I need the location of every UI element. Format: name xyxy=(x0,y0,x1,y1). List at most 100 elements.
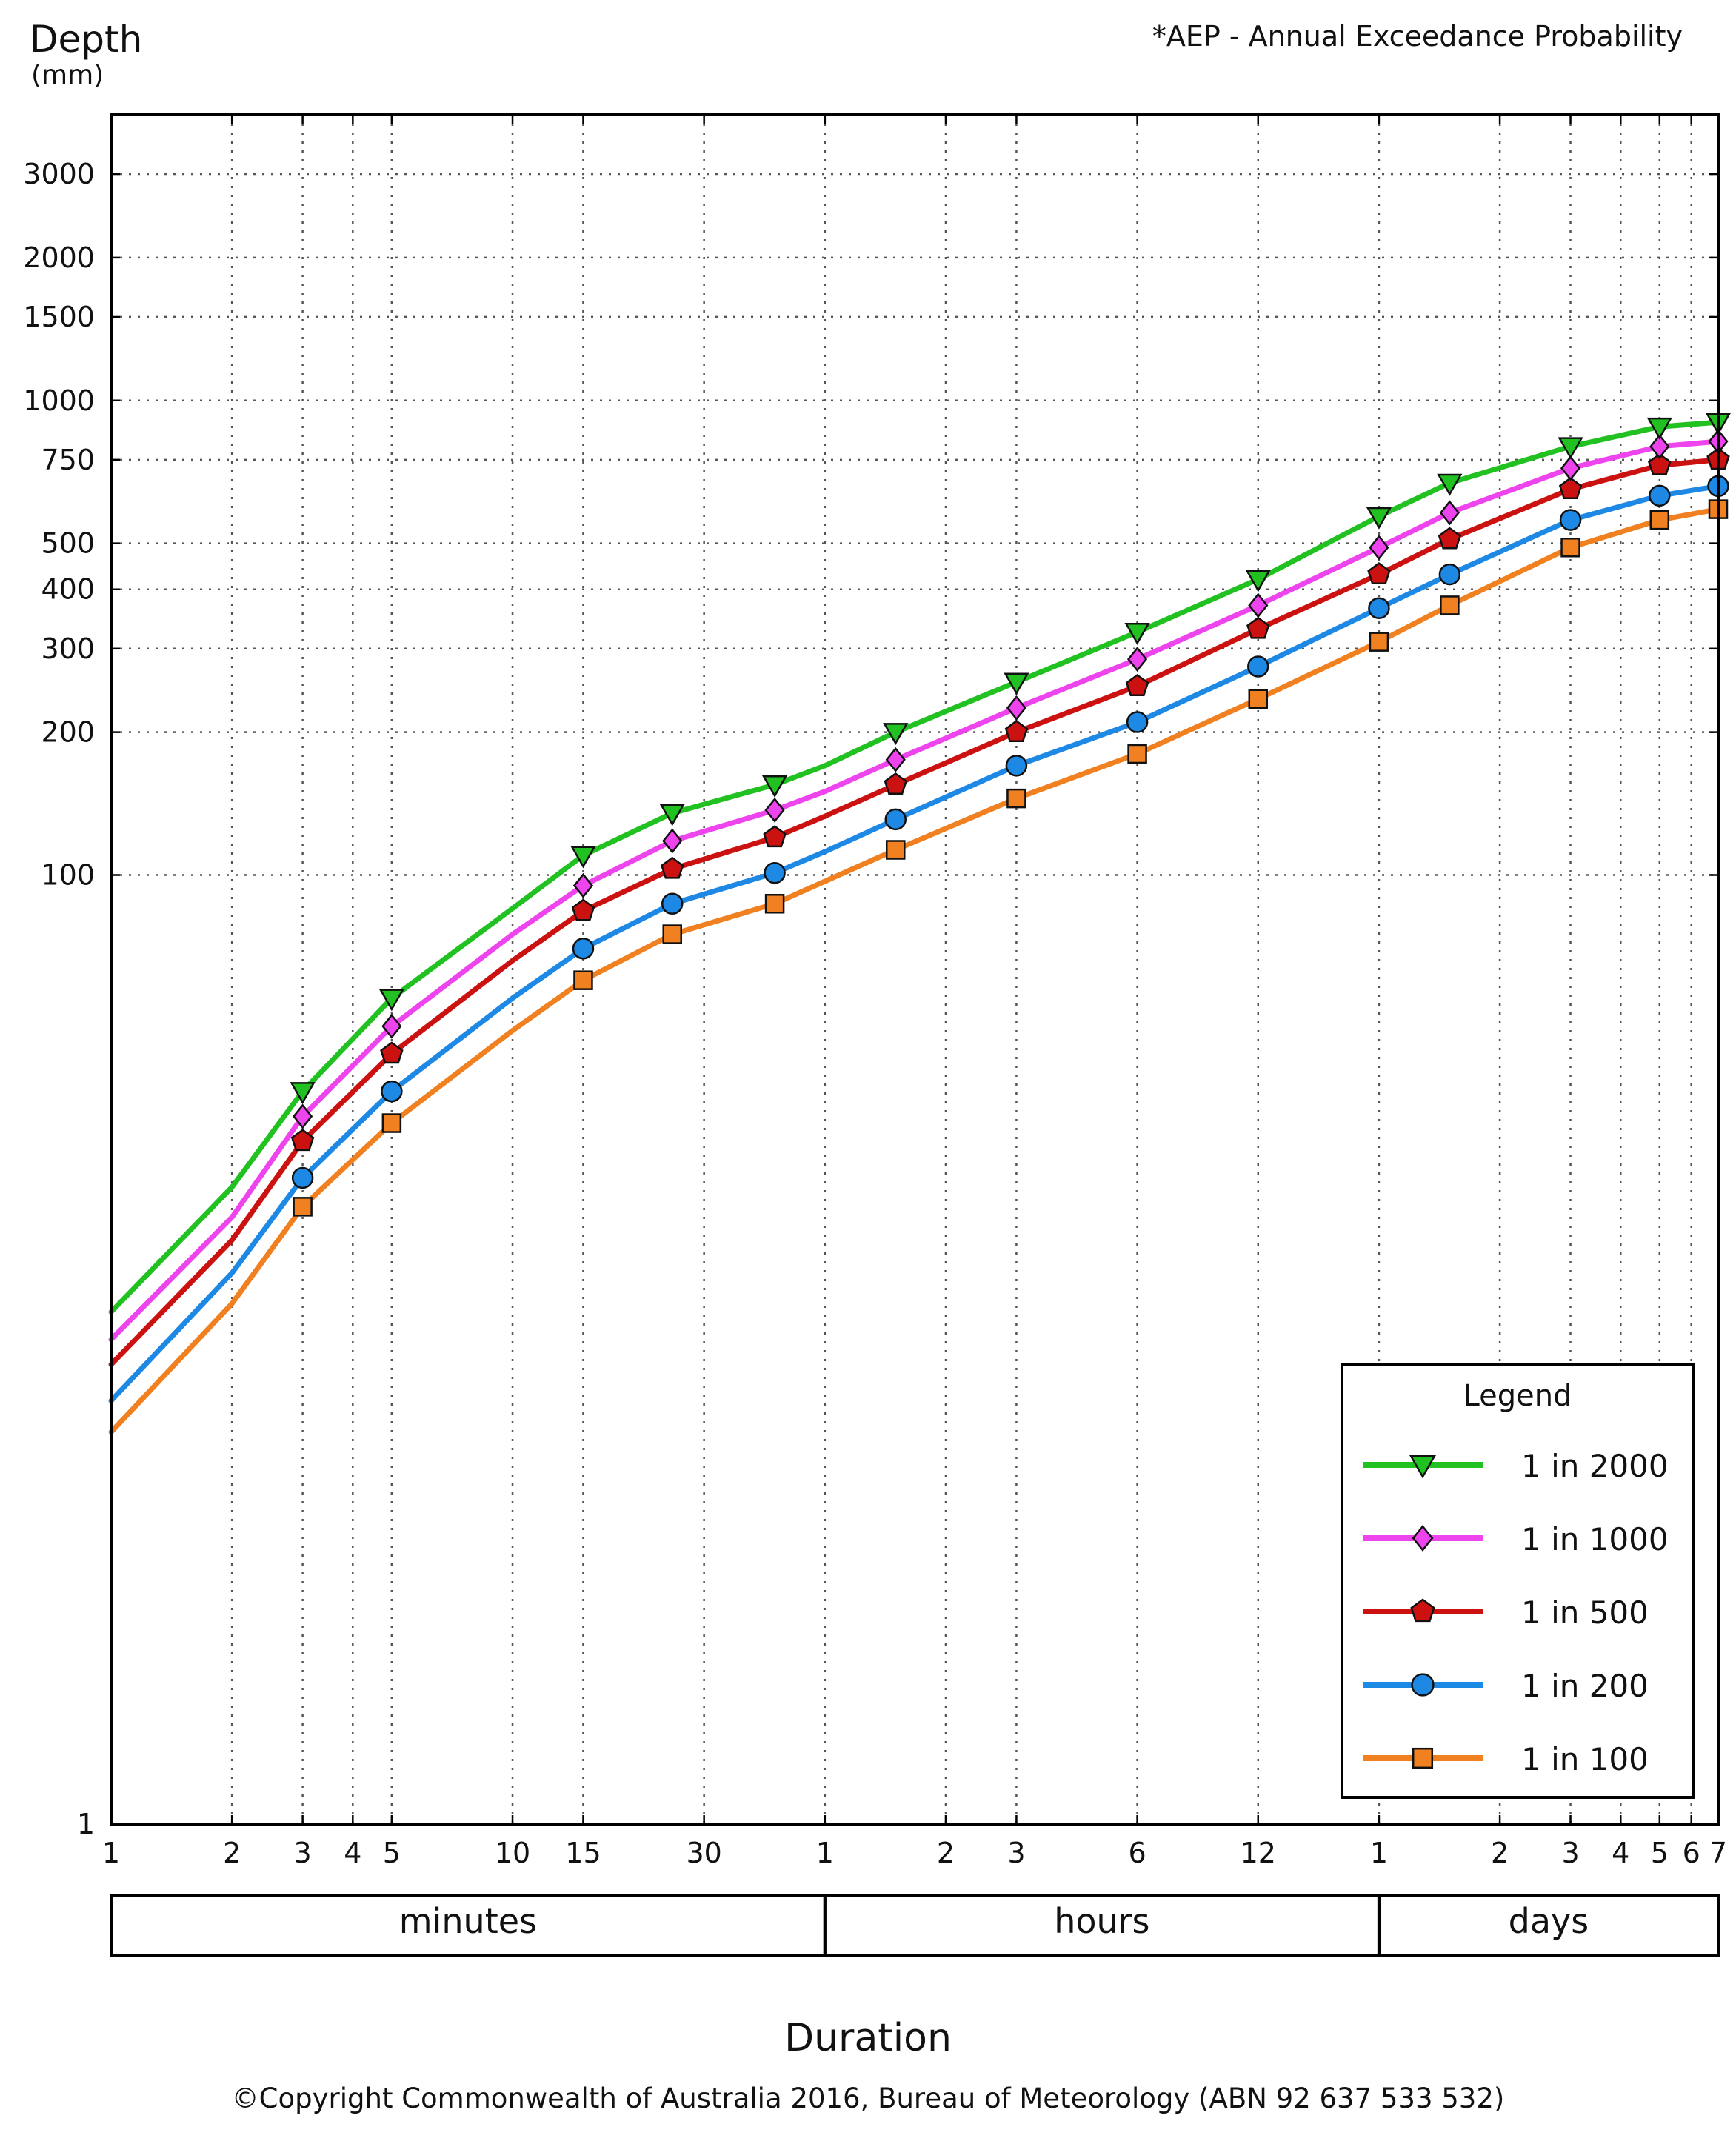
data-point xyxy=(885,747,906,772)
data-point xyxy=(293,1197,313,1217)
data-point xyxy=(884,808,907,831)
data-point xyxy=(1245,570,1271,592)
data-point xyxy=(380,1041,404,1064)
data-point xyxy=(1368,597,1390,619)
data-point xyxy=(662,828,683,854)
legend-label: 1 in 1000 xyxy=(1521,1521,1669,1557)
data-point xyxy=(659,804,685,826)
data-point xyxy=(1646,417,1672,440)
legend-title: Legend xyxy=(1463,1379,1572,1413)
grid-lines xyxy=(111,115,1718,1824)
data-point xyxy=(884,772,907,795)
data-point xyxy=(764,894,785,914)
x-tick-label: 7 xyxy=(1709,1837,1727,1869)
data-point xyxy=(1439,500,1460,526)
data-point xyxy=(290,1129,315,1152)
data-point xyxy=(1247,655,1269,678)
data-point xyxy=(1004,720,1029,743)
data-point xyxy=(1124,623,1150,646)
data-point xyxy=(661,856,684,879)
data-point xyxy=(764,861,786,884)
data-point xyxy=(1005,755,1028,777)
data-point xyxy=(572,872,594,898)
series-line-1-in-1000 xyxy=(108,438,1721,1343)
legend-label: 1 in 2000 xyxy=(1521,1448,1669,1484)
x-axis-title: Duration xyxy=(784,2016,952,2060)
series-line-1-in-100 xyxy=(108,507,1721,1435)
data-point xyxy=(1367,562,1391,585)
legend-swatch-marker xyxy=(1409,1455,1437,1479)
x-tick-label: 4 xyxy=(1612,1837,1629,1869)
data-point xyxy=(290,1082,316,1105)
data-point xyxy=(1006,695,1027,721)
x-tick-label: 2 xyxy=(1491,1837,1509,1869)
legend-swatch-marker xyxy=(1412,1524,1434,1552)
x-tick-label: 15 xyxy=(565,1837,601,1869)
legend-entry: 1 in 100 xyxy=(1363,1741,1649,1777)
y-tick-label: 2000 xyxy=(23,241,95,274)
data-point xyxy=(381,1013,402,1039)
legend-entry: 1 in 1000 xyxy=(1363,1521,1669,1557)
series-line-1-in-2000 xyxy=(108,419,1721,1315)
data-point xyxy=(381,1080,403,1103)
data-point xyxy=(1559,509,1582,531)
data-point xyxy=(1125,673,1149,696)
y-tick-label: 750 xyxy=(41,444,95,476)
data-point xyxy=(761,775,788,798)
x-tick-label: 5 xyxy=(383,1837,401,1869)
data-point xyxy=(293,1103,313,1129)
data-point xyxy=(381,1113,402,1133)
x-tick-label: 4 xyxy=(344,1837,361,1869)
data-point xyxy=(1648,452,1672,475)
data-point xyxy=(572,938,595,960)
data-point xyxy=(1246,616,1270,639)
data-point xyxy=(1438,527,1462,550)
duration-band-days xyxy=(1377,1894,1720,1957)
data-point xyxy=(1649,484,1671,507)
x-tick-label: 2 xyxy=(223,1837,241,1869)
data-point xyxy=(1369,535,1389,561)
aep-note: *AEP - Annual Exceedance Probability xyxy=(1152,20,1683,53)
data-point xyxy=(1366,507,1392,530)
legend-entry: 1 in 200 xyxy=(1363,1668,1649,1704)
legend-box xyxy=(1341,1363,1695,1799)
legend: Legend 1 in 2000 1 in 1000 1 in 500 1 in 200… xyxy=(1341,1363,1695,1799)
data-point xyxy=(571,898,595,921)
data-point xyxy=(1004,672,1029,695)
x-tick-label: 6 xyxy=(1129,1837,1146,1869)
series-line-1-in-500 xyxy=(108,457,1721,1367)
x-tick-label: 12 xyxy=(1241,1837,1276,1869)
legend-swatch-marker xyxy=(1412,1747,1434,1769)
data-point xyxy=(764,797,785,823)
y-tick-label: 100 xyxy=(41,859,95,892)
data-point xyxy=(1126,647,1148,672)
data-point xyxy=(573,970,593,990)
y-axis-ticks: 1 100 200 300 400 500 750 1000 1500 2000 3000 xyxy=(23,158,1718,1840)
legend-label: 1 in 200 xyxy=(1521,1668,1649,1704)
copyright-text: ©Copyright Commonwealth of Australia 201… xyxy=(231,2083,1505,2114)
x-tick-label: 3 xyxy=(1561,1837,1579,1869)
y-tick-label: 1500 xyxy=(23,301,95,333)
data-point xyxy=(1437,473,1463,496)
series-line-1-in-200 xyxy=(108,483,1721,1403)
legend-entry: 1 in 2000 xyxy=(1363,1448,1669,1484)
data-point xyxy=(1649,433,1670,459)
data-point xyxy=(1440,595,1460,615)
data-point xyxy=(1369,632,1389,652)
data-point xyxy=(570,846,596,869)
series-1-in-500 xyxy=(108,447,1730,1367)
data-point xyxy=(1558,437,1583,460)
series-lines xyxy=(108,413,1732,1435)
x-tick-label: 1 xyxy=(1370,1837,1388,1869)
series-1-in-1000 xyxy=(108,428,1729,1343)
data-point xyxy=(1126,711,1149,733)
x-tick-label: 10 xyxy=(495,1837,530,1869)
x-tick-label: 2 xyxy=(937,1837,955,1869)
data-point xyxy=(1558,477,1583,500)
series-1-in-100 xyxy=(108,499,1729,1435)
duration-band-label: days xyxy=(1509,1901,1589,1941)
duration-band-label: hours xyxy=(1054,1901,1149,1941)
data-point xyxy=(763,825,787,848)
data-point xyxy=(1248,592,1269,618)
